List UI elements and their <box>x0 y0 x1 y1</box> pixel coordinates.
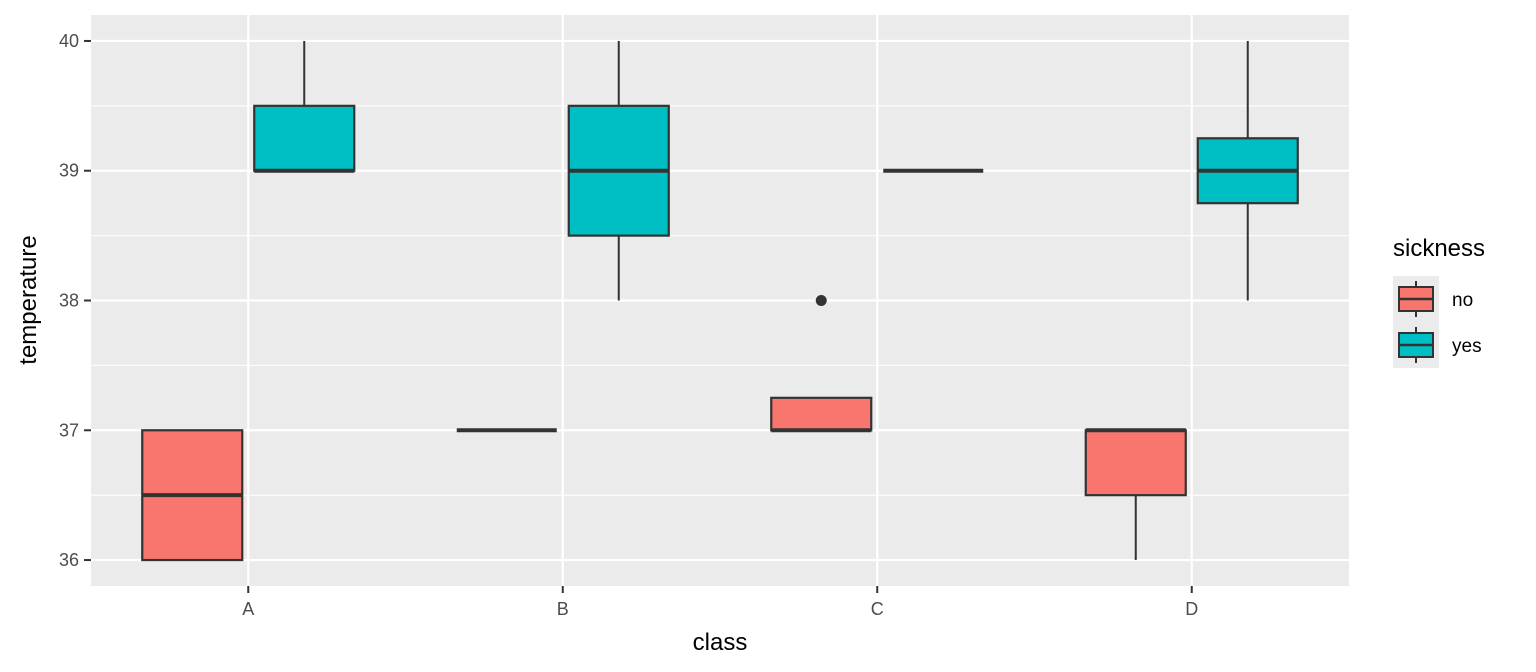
x-tick-label: B <box>557 599 569 619</box>
box-yes-B <box>567 40 670 301</box>
legend-items: no yes <box>1393 276 1482 368</box>
legend-title: sickness <box>1393 235 1485 262</box>
box-body <box>1084 429 1187 497</box>
box-no-A <box>141 429 244 562</box>
box-no-D <box>1084 428 1187 561</box>
y-tick-label: 36 <box>59 550 79 570</box>
box-no-C <box>770 295 873 433</box>
y-tick-label: 37 <box>59 420 79 440</box>
y-tick-label: 40 <box>59 31 79 51</box>
legend-label: no <box>1452 290 1473 311</box>
box-group <box>141 40 1299 562</box>
x-tick-label: A <box>242 599 254 619</box>
y-tick-label: 38 <box>59 291 79 311</box>
x-tick-label: C <box>871 599 884 619</box>
outlier-point <box>815 295 827 306</box>
y-tick-label: 39 <box>59 161 79 181</box>
x-tick-label: D <box>1185 599 1198 619</box>
x-axis-title: class <box>693 629 748 656</box>
x-tick-labels: A B C D <box>242 599 1198 619</box>
box-yes-A <box>253 40 356 173</box>
legend-label: yes <box>1452 336 1482 357</box>
box-yes-D <box>1196 40 1299 301</box>
axis-ticks <box>84 39 1193 593</box>
legend-item-yes: yes <box>1393 322 1482 368</box>
legend: sickness no yes <box>1393 235 1485 368</box>
y-tick-labels: 36 37 38 39 40 <box>59 31 79 570</box>
box-body <box>253 104 356 172</box>
legend-item-no: no <box>1393 276 1473 322</box>
box-body <box>770 396 873 432</box>
y-axis-title: temperature <box>15 235 42 364</box>
